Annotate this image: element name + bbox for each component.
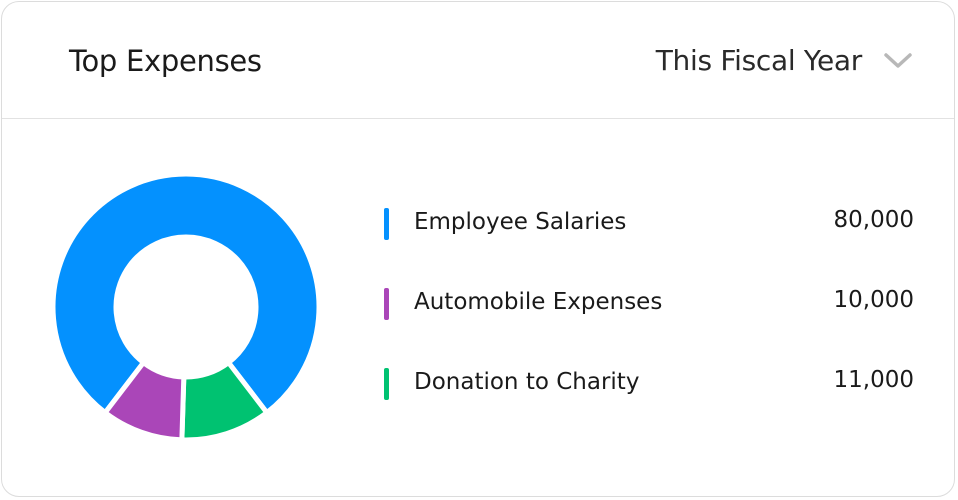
- legend-color-marker: [384, 288, 389, 320]
- card-header: Top Expenses This Fiscal Year: [2, 2, 954, 119]
- legend-color-marker: [384, 208, 389, 240]
- chart-legend: Employee Salaries 80,000 Automobile Expens…: [384, 204, 914, 444]
- legend-color-marker: [384, 368, 389, 400]
- legend-label: Automobile Expenses: [414, 289, 663, 315]
- legend-label: Donation to Charity: [414, 369, 640, 395]
- donut-slice-employee-salaries[interactable]: [50, 171, 322, 416]
- donut-slice-automobile-expenses[interactable]: [102, 360, 187, 443]
- legend-value: 11,000: [833, 367, 914, 393]
- card-title: Top Expenses: [69, 44, 262, 78]
- legend-item[interactable]: Employee Salaries 80,000: [384, 204, 914, 284]
- legend-label: Employee Salaries: [414, 209, 627, 235]
- legend-item[interactable]: Donation to Charity 11,000: [384, 364, 914, 444]
- period-label: This Fiscal Year: [655, 44, 863, 77]
- legend-value: 80,000: [833, 207, 914, 233]
- legend-value: 10,000: [833, 287, 914, 313]
- chevron-down-icon: [884, 52, 912, 68]
- donut-chart: [50, 171, 322, 443]
- legend-item[interactable]: Automobile Expenses 10,000: [384, 284, 914, 364]
- period-dropdown[interactable]: This Fiscal Year: [656, 44, 914, 77]
